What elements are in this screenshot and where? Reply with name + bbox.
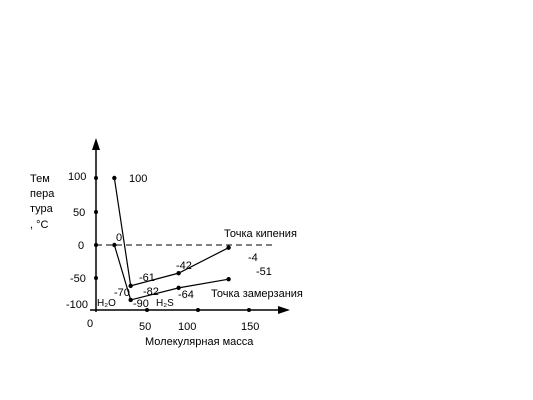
x-axis-arrow [278,306,290,314]
x-tick-label-100: 100 [178,321,196,333]
y-tick-dot [94,210,98,214]
x-tick-dot [145,308,149,312]
y-tick-label-neg50: -50 [70,273,86,285]
boil-point-h2se [176,270,181,276]
molecule-label-h2s: H₂S [156,298,174,309]
y-axis-label-line-4: , °C [30,219,49,231]
x-tick-label-0: 0 [87,318,93,330]
y-axis-label-line-3: тура [30,203,54,215]
y-tick-dot [94,243,98,247]
freeze-label-h2o: 0 [116,232,122,244]
y-tick-dot [94,176,98,180]
freeze-point-h2se [176,285,181,291]
freeze-label-h2s: -82 [143,286,159,298]
x-tick-dot [247,308,251,312]
x-axis-label: Молекулярная масса [145,336,254,348]
boil-label-h2o: 100 [129,173,147,185]
x-tick-label-50: 50 [139,321,151,333]
series-line-freezing [113,244,229,301]
series-name-freezing: Точка замерзания [211,288,303,300]
boil-label-h2s: -61 [139,272,155,284]
series-line-boiling [113,177,229,287]
boil-point-h2te [226,245,231,250]
y-tick-label-neg100: -100 [66,299,88,311]
x-tick-label-150: 150 [241,321,259,333]
y-tick-label-100: 100 [68,171,86,183]
boil-point-h2o [112,175,117,181]
freeze-label-h2te: -51 [256,266,272,278]
freeze-label-h2s-alt: -90 [133,298,149,310]
y-tick-dot [94,276,98,280]
series-name-boiling: Точка кипения [224,228,297,240]
y-tick-label-0: 0 [78,240,84,252]
molecule-label-h2o: H₂O [97,298,116,309]
y-axis-arrow [92,138,100,150]
boil-point-h2s [128,283,133,289]
freeze-point-h2s [128,297,133,303]
y-axis-label-line-1: Тем [30,173,50,185]
boil-label-h2se: -42 [176,260,192,272]
y-axis-label-line-2: пера [30,188,55,200]
x-tick-dot [196,308,200,312]
freeze-point-h2te [226,276,231,282]
boil-label-h2te: -4 [248,252,258,264]
boil-label-h2s-alt: -70 [114,287,130,299]
freeze-point-h2o [112,242,117,248]
freeze-label-h2se: -64 [178,289,194,301]
y-tick-label-50: 50 [73,207,85,219]
